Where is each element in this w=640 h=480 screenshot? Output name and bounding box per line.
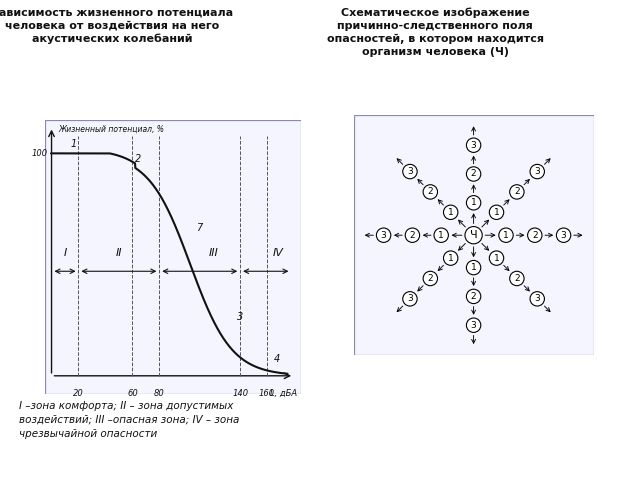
Circle shape (467, 196, 481, 210)
Text: 160: 160 (259, 389, 275, 398)
Text: 2: 2 (410, 231, 415, 240)
Circle shape (403, 164, 417, 179)
Text: 3: 3 (561, 231, 566, 240)
Circle shape (509, 271, 524, 286)
Text: 1: 1 (503, 231, 509, 240)
Circle shape (530, 292, 545, 306)
Circle shape (556, 228, 571, 242)
Text: 7: 7 (196, 223, 202, 233)
Text: 1: 1 (448, 208, 454, 217)
Text: 4: 4 (274, 354, 280, 364)
Circle shape (434, 228, 449, 242)
Text: 3: 3 (534, 167, 540, 176)
Text: 2: 2 (471, 169, 476, 179)
Text: 3: 3 (407, 294, 413, 303)
Text: Жизненный потенциал, %: Жизненный потенциал, % (58, 124, 164, 133)
Circle shape (530, 164, 545, 179)
Text: 60: 60 (127, 389, 138, 398)
Text: 3: 3 (471, 141, 476, 150)
Text: 2: 2 (471, 292, 476, 301)
Text: 3: 3 (471, 321, 476, 330)
Text: III: III (209, 248, 218, 258)
Circle shape (467, 289, 481, 303)
Circle shape (376, 228, 391, 242)
Text: Схематическое изображение
причинно-следственного поля
опасностей, в котором нахо: Схематическое изображение причинно-следс… (326, 7, 544, 58)
Circle shape (490, 251, 504, 265)
Text: 1: 1 (493, 253, 499, 263)
Circle shape (423, 185, 438, 199)
Circle shape (509, 185, 524, 199)
Circle shape (467, 318, 481, 332)
Circle shape (405, 228, 420, 242)
Text: 2: 2 (514, 187, 520, 196)
Text: 140: 140 (232, 389, 248, 398)
Text: 2: 2 (428, 187, 433, 196)
Circle shape (465, 227, 483, 244)
Circle shape (444, 251, 458, 265)
Text: IV: IV (273, 248, 284, 258)
Text: I –зона комфорта; II – зона допустимых
воздействий; III –опасная зона; IV – зона: I –зона комфорта; II – зона допустимых в… (19, 401, 239, 439)
Text: 3: 3 (237, 312, 244, 322)
Text: I: I (63, 248, 67, 258)
Text: 1: 1 (471, 198, 476, 207)
Text: 3: 3 (534, 294, 540, 303)
FancyBboxPatch shape (45, 120, 301, 394)
Circle shape (499, 228, 513, 242)
Text: 1: 1 (70, 139, 77, 149)
Text: 1: 1 (448, 253, 454, 263)
Circle shape (423, 271, 438, 286)
Text: L, дБА: L, дБА (269, 389, 297, 398)
Text: 1: 1 (438, 231, 444, 240)
Text: 3: 3 (407, 167, 413, 176)
Circle shape (467, 167, 481, 181)
Text: 1: 1 (493, 208, 499, 217)
Text: 2: 2 (532, 231, 538, 240)
Text: 1: 1 (471, 263, 476, 272)
Text: Зависимость жизненного потенциала
человека от воздействия на него
акустических к: Зависимость жизненного потенциала челове… (0, 7, 233, 44)
Circle shape (467, 260, 481, 275)
Text: 100: 100 (31, 149, 47, 158)
Text: 3: 3 (381, 231, 387, 240)
Text: 2: 2 (135, 154, 141, 164)
Text: 20: 20 (73, 389, 84, 398)
Circle shape (403, 292, 417, 306)
Text: Ч: Ч (470, 230, 477, 240)
Text: 2: 2 (514, 274, 520, 283)
Text: 2: 2 (428, 274, 433, 283)
Circle shape (490, 205, 504, 219)
Circle shape (444, 205, 458, 219)
Text: II: II (116, 248, 122, 258)
Circle shape (467, 138, 481, 153)
FancyBboxPatch shape (354, 115, 594, 355)
Circle shape (527, 228, 542, 242)
Text: 80: 80 (154, 389, 164, 398)
